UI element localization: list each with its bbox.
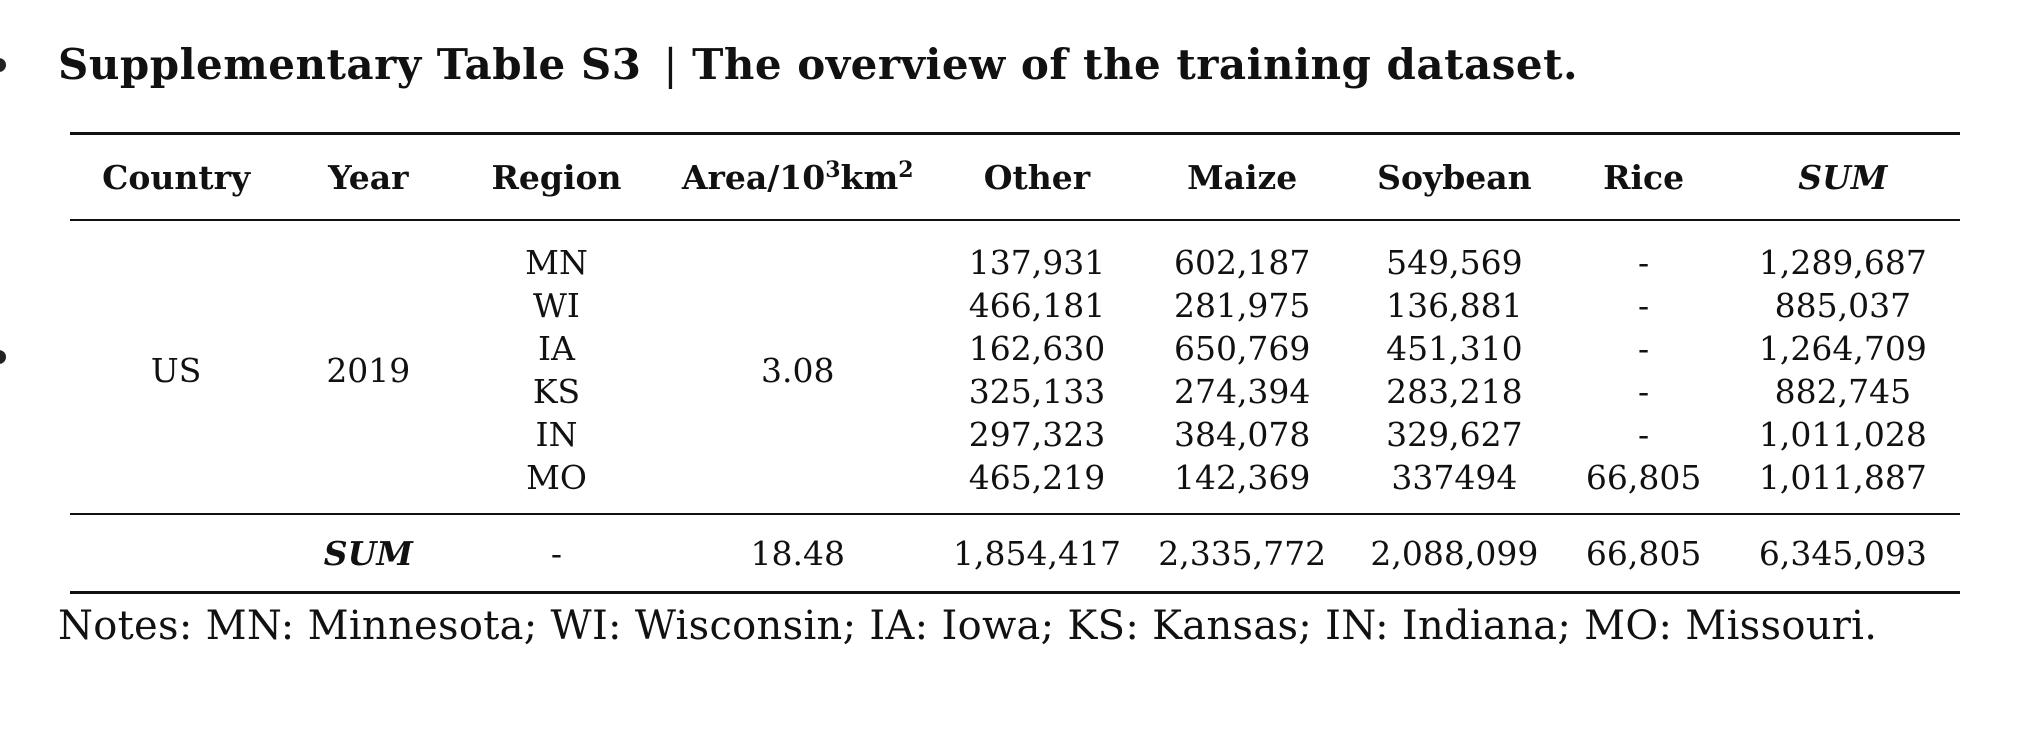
total-region: - xyxy=(550,533,563,573)
total-label: SUM xyxy=(323,533,413,573)
table-total-row: SUM - 18.48 1,854,417 2,335,772 2,088,09… xyxy=(70,514,1960,593)
cell-rice: - xyxy=(1638,372,1650,411)
header-area-prefix: Area/10 xyxy=(681,157,826,197)
cell-maize: 281,975 xyxy=(1173,286,1311,325)
table-row: IA 162,630 650,769 451,310 - 1,264,709 xyxy=(70,327,1960,370)
cell-other: 325,133 xyxy=(968,372,1106,411)
table-notes: Notes: MN: Minnesota; WI: Wisconsin; IA:… xyxy=(58,603,1878,649)
cell-maize: 142,369 xyxy=(1173,458,1311,497)
cell-maize: 274,394 xyxy=(1173,372,1311,411)
cell-rice: - xyxy=(1638,243,1650,282)
page-edge-mark xyxy=(0,350,6,364)
cell-other: 465,219 xyxy=(968,458,1106,497)
total-rice: 66,805 xyxy=(1585,533,1702,573)
cell-maize: 650,769 xyxy=(1173,329,1311,368)
table-row: US 2019 MN 3.08 137,931 602,187 549,569 … xyxy=(70,220,1960,390)
cell-other: 137,931 xyxy=(968,243,1106,282)
cell-sum: 882,745 xyxy=(1774,372,1912,411)
cell-soybean: 549,569 xyxy=(1386,243,1523,282)
total-soybean: 2,088,099 xyxy=(1370,533,1539,573)
cell-rice: 66,805 xyxy=(1585,458,1702,497)
table-row: KS 325,133 274,394 283,218 - 882,745 xyxy=(70,370,1960,413)
cell-other: 162,630 xyxy=(968,329,1106,368)
table-header-row: Country Year Region Area/103km2 Other Ma… xyxy=(70,133,1960,221)
cell-other: 297,323 xyxy=(968,415,1106,454)
cell-country: US xyxy=(150,350,202,390)
table-row: IN 297,323 384,078 329,627 - 1,011,028 xyxy=(70,413,1960,456)
cell-sum: 1,011,887 xyxy=(1758,458,1927,497)
cell-rice: - xyxy=(1638,286,1650,325)
cell-soybean: 329,627 xyxy=(1386,415,1523,454)
cell-maize: 384,078 xyxy=(1173,415,1311,454)
cell-rice: - xyxy=(1638,329,1650,368)
header-sum: SUM xyxy=(1798,157,1888,197)
header-area-exponent: 3 xyxy=(825,156,841,183)
header-soybean: Soybean xyxy=(1377,157,1532,197)
header-area-unit: km xyxy=(840,157,899,197)
cell-rice: - xyxy=(1638,415,1650,454)
caption-label: Supplementary Table S3 xyxy=(58,40,642,89)
total-sum: 6,345,093 xyxy=(1758,533,1927,573)
cell-sum: 1,264,709 xyxy=(1758,329,1927,368)
cell-region: IN xyxy=(535,415,578,454)
cell-year: 2019 xyxy=(326,350,411,390)
header-region: Region xyxy=(491,157,622,197)
cell-sum: 1,289,687 xyxy=(1758,243,1927,282)
header-other: Other xyxy=(983,157,1091,197)
caption-separator: | xyxy=(663,40,679,89)
cell-region: KS xyxy=(532,372,581,411)
header-area-unit-exponent: 2 xyxy=(898,156,914,183)
table-caption: Supplementary Table S3 | The overview of t… xyxy=(58,40,1578,89)
cell-area: 3.08 xyxy=(760,350,835,390)
total-country-empty xyxy=(70,514,282,593)
cell-soybean: 283,218 xyxy=(1386,372,1523,411)
cell-sum: 885,037 xyxy=(1774,286,1912,325)
training-dataset-table: Country Year Region Area/103km2 Other Ma… xyxy=(70,132,1960,594)
total-area: 18.48 xyxy=(750,533,845,573)
cell-soybean: 136,881 xyxy=(1386,286,1523,325)
header-country: Country xyxy=(102,157,251,197)
cell-region: WI xyxy=(533,286,580,325)
header-year: Year xyxy=(328,157,409,197)
cell-other: 466,181 xyxy=(968,286,1106,325)
cell-soybean: 337494 xyxy=(1391,458,1518,497)
table-row: WI 466,181 281,975 136,881 - 885,037 xyxy=(70,284,1960,327)
header-rice: Rice xyxy=(1603,157,1685,197)
cell-region: MN xyxy=(525,243,588,282)
total-other: 1,854,417 xyxy=(953,533,1121,573)
cell-maize: 602,187 xyxy=(1173,243,1311,282)
cell-region: IA xyxy=(538,329,575,368)
total-maize: 2,335,772 xyxy=(1158,533,1327,573)
page-edge-mark xyxy=(0,58,6,72)
cell-region: MO xyxy=(526,458,587,497)
header-area: Area/103km2 xyxy=(659,134,937,221)
header-maize: Maize xyxy=(1187,157,1298,197)
caption-text: The overview of the training dataset. xyxy=(692,40,1579,89)
cell-soybean: 451,310 xyxy=(1386,329,1523,368)
data-table-container: Country Year Region Area/103km2 Other Ma… xyxy=(70,132,1960,594)
table-row: MO 465,219 142,369 337494 66,805 1,011,8… xyxy=(70,456,1960,514)
cell-sum: 1,011,028 xyxy=(1758,415,1927,454)
